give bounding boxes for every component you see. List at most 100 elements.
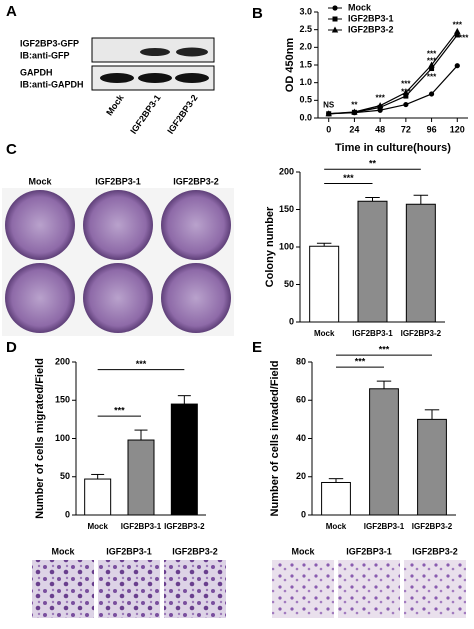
panel-letter: A [6, 3, 17, 20]
x-tick-label: IGF2BP3-1 [364, 522, 405, 531]
bar [321, 481, 351, 516]
significance-label: *** [355, 357, 366, 367]
x-tick-label: 48 [375, 124, 385, 134]
marker [454, 63, 460, 69]
bar [170, 403, 198, 516]
y-tick-label: 80 [296, 356, 306, 366]
marker [376, 102, 384, 109]
bar [369, 388, 399, 516]
x-tick-label: 96 [427, 124, 437, 134]
y-axis-label: Colony number [264, 206, 276, 287]
x-tick-label: 24 [349, 124, 359, 134]
blot-label: GAPDH [20, 67, 53, 77]
annotation: *** [427, 57, 437, 66]
bar [405, 203, 436, 323]
x-tick-label: 72 [401, 124, 411, 134]
image-label: IGF2BP3-1 [346, 546, 392, 556]
y-tick-label: 0 [301, 509, 306, 519]
bar [84, 478, 112, 516]
x-tick-label: IGF2BP3-2 [401, 329, 442, 338]
bar [309, 245, 340, 323]
x-tick-label: IGF2BP3-2 [164, 522, 205, 531]
marker [332, 5, 338, 11]
marker [403, 101, 409, 108]
image-label: IGF2BP3-1 [95, 176, 141, 186]
y-tick-label: 40 [296, 433, 306, 443]
y-tick-label: 0 [289, 316, 294, 326]
series-line [328, 34, 458, 115]
annotation: ** [351, 101, 358, 110]
image-label: IGF2BP3-2 [173, 176, 219, 186]
x-tick-label: 0 [326, 124, 331, 134]
y-tick-label: 50 [284, 279, 294, 289]
blot-label: IB:anti-GFP [20, 50, 70, 60]
lane-label: IGF2BP3-1 [128, 93, 162, 136]
lane-label: IGF2BP3-2 [165, 93, 199, 136]
x-tick-label: Mock [314, 329, 335, 338]
colony-image [2, 188, 234, 336]
legend-label: IGF2BP3-2 [348, 24, 394, 34]
bar [357, 200, 388, 323]
marker [454, 32, 460, 38]
y-tick-label: 50 [60, 471, 70, 481]
y-tick-label: 200 [55, 356, 70, 366]
marker [428, 61, 435, 68]
y-tick-label: 100 [55, 433, 70, 443]
y-tick-label: 0 [65, 509, 70, 519]
y-tick-label: 2.0 [299, 42, 312, 52]
invasion-image [272, 560, 466, 618]
annotation: *** [453, 21, 463, 30]
marker [429, 66, 435, 72]
bar [127, 439, 155, 516]
significance-label: *** [343, 173, 354, 183]
x-tick-label: IGF2BP3-1 [352, 329, 393, 338]
y-tick-label: 2.5 [299, 24, 312, 34]
y-tick-label: 0.5 [299, 95, 312, 105]
marker [454, 27, 461, 34]
x-tick-label: Mock [326, 522, 347, 531]
annotation: *** [427, 72, 437, 81]
y-tick-label: 3.0 [299, 6, 312, 16]
series-line [328, 31, 458, 115]
x-tick-label: IGF2BP3-1 [121, 522, 162, 531]
image-label: IGF2BP3-1 [106, 546, 152, 556]
image-label: IGF2BP3-2 [412, 546, 458, 556]
image-label: IGF2BP3-2 [172, 546, 218, 556]
legend-label: Mock [348, 2, 372, 12]
marker [351, 108, 358, 115]
y-axis-label: OD 450nm [284, 38, 296, 93]
y-tick-label: 0.0 [299, 112, 312, 122]
marker [325, 110, 332, 117]
y-tick-label: 60 [296, 395, 306, 405]
legend-label: IGF2BP3-1 [348, 13, 394, 23]
annotation: *** [459, 34, 469, 43]
marker [428, 91, 435, 97]
significance-label: *** [136, 359, 147, 369]
annotation: *** [427, 50, 437, 59]
x-tick-label: IGF2BP3-2 [412, 522, 453, 531]
y-tick-label: 150 [55, 395, 70, 405]
panel-letter: D [6, 339, 17, 356]
x-tick-label: Mock [87, 522, 108, 531]
lane-label: Mock [104, 92, 126, 117]
annotation: *** [401, 80, 411, 89]
marker [331, 26, 339, 33]
y-tick-label: 1.5 [299, 59, 312, 69]
image-label: Mock [291, 546, 315, 556]
annotation: NS [323, 101, 335, 110]
significance-label: *** [379, 345, 390, 355]
series-line [328, 65, 458, 115]
panel-letter: E [252, 339, 262, 356]
y-tick-label: 100 [279, 241, 294, 251]
x-axis-label: Time in culture(hours) [335, 142, 451, 154]
y-axis-label: Number of cells migrated/Field [34, 358, 46, 519]
marker [332, 16, 338, 22]
panel-letter: B [252, 5, 263, 22]
blot-image [91, 37, 215, 91]
annotation: *** [375, 94, 385, 103]
significance-label: *** [114, 405, 125, 415]
y-tick-label: 200 [279, 166, 294, 176]
y-axis-label: Number of cells invaded/Field [269, 361, 281, 517]
bar [417, 418, 447, 516]
